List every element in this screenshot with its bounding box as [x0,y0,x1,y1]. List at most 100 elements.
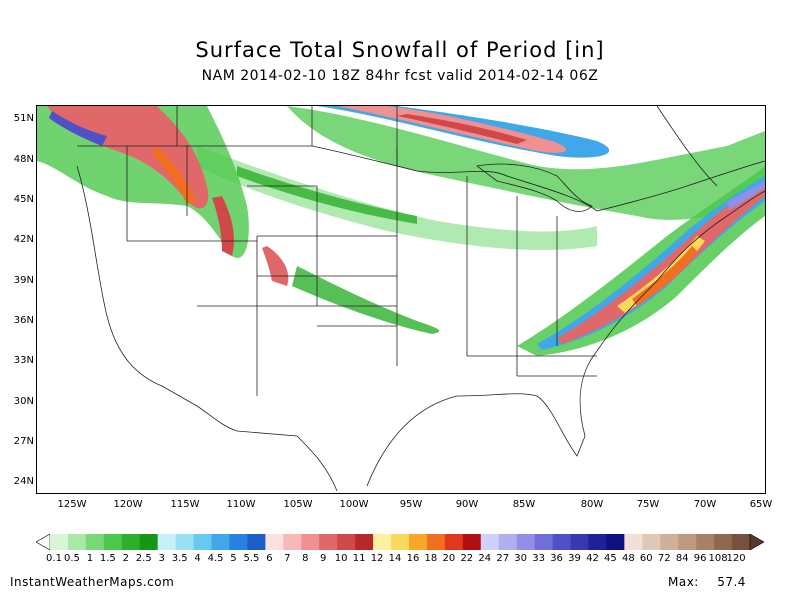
legend-tick-label: 18 [424,553,438,564]
snow-band-north-green [287,106,765,220]
legend-swatch [247,534,266,550]
legend-tick-label: 1.5 [99,553,116,564]
legend-tick-label: 9 [320,553,327,564]
legend-swatch [139,534,158,550]
legend-tick-label: 39 [568,553,581,564]
legend-tick-label: 72 [657,553,671,564]
legend-swatch [103,534,123,550]
snow-east-pink [557,181,765,344]
legend-tick-label: 84 [675,553,689,564]
legend-tick-label: 2 [122,553,129,564]
state-lines [126,146,597,396]
legend-tick-label: 1 [86,553,94,564]
legend-tick-label: 20 [442,553,456,564]
legend-tick-label: 0.1 [46,553,62,564]
legend-swatch [732,534,751,550]
legend-swatch [337,534,356,550]
legend-swatch [408,534,428,550]
lat-label-30n: 30N [13,396,34,407]
snow-east-core [727,181,765,210]
legend-swatch [319,534,338,550]
legend-tick-label: 5.5 [243,553,260,564]
legend-swatch [480,534,500,550]
snowfall-map [36,105,766,494]
lon-label-125w: 125W [57,499,87,510]
lat-label-36n: 36N [13,315,34,326]
legend-tick-label: 4.5 [207,553,224,564]
snow-band-southern-plains [292,266,440,334]
legend-colorbar [36,534,764,550]
legend-swatch [355,534,374,550]
legend-swatch [516,534,535,550]
legend-swatch [283,534,302,550]
legend-tick-label: 0.5 [63,553,80,564]
legend-tick-label: 14 [388,553,402,564]
snow-band-north-red [397,114,527,144]
canada-provinces [176,106,718,187]
lat-label-33n: 33N [13,355,34,366]
lon-label-95w: 95W [399,499,423,510]
legend-tick-label: 33 [532,553,545,564]
lat-label-51n: 51N [13,113,34,124]
lat-label-24n: 24N [13,476,34,487]
legend-swatch [157,534,176,550]
lon-label-80w: 80W [580,499,604,510]
legend-tick-label: 45 [604,553,617,564]
legend-swatch [570,534,589,550]
snow-pnw-blue [49,111,107,146]
legend-swatch [391,534,410,550]
lon-label-115w: 115W [170,499,200,510]
legend-swatch [175,534,194,550]
lon-label-65w: 65W [749,499,773,510]
snow-colorado [262,246,289,286]
legend-tick-label: 2.5 [135,553,152,564]
legend-tick-label: 42 [586,553,599,564]
snow-east-green [517,166,765,356]
legend-tick-label: 12 [370,553,384,564]
legend-swatch [498,534,517,550]
legend-swatch [265,534,284,550]
lon-label-110w: 110W [226,499,256,510]
legend-swatch [714,534,733,550]
us-coastline [76,165,765,492]
legend-swatch [301,534,320,550]
legend-tick-label: 108 [708,553,728,564]
legend-swatch [588,534,607,550]
legend-swatch [642,534,661,550]
lon-label-100w: 100W [339,499,369,510]
legend-swatch [50,534,69,550]
great-lakes [476,163,593,212]
snow-pnw-green [37,106,249,258]
legend-swatch [444,534,464,550]
lon-label-90w: 90W [455,499,479,510]
lat-label-27n: 27N [13,436,34,447]
map-outlines [76,106,765,492]
map-subtitle: NAM 2014-02-10 18Z 84hr fcst valid 2014-… [201,68,599,84]
legend-swatch [211,534,230,550]
legend-swatch [678,534,697,550]
legend-arrow-high [749,534,764,550]
canada-border [77,145,765,212]
legend-tick-label: 60 [639,553,653,564]
map-title: Surface Total Snowfall of Period [in] [195,38,605,62]
snow-pnw-orange [152,146,197,204]
lon-label-70w: 70W [693,499,717,510]
legend-swatch [193,534,212,550]
lon-label-120w: 120W [113,499,143,510]
legend-swatch [534,534,553,550]
max-value: 57.4 [717,575,746,589]
lon-label-75w: 75W [636,499,660,510]
snowfall-map-canvas [37,106,765,492]
legend-swatch [660,534,679,550]
lat-label-39n: 39N [13,275,34,286]
legend-tick-label: 5 [230,553,237,564]
legend-swatch [462,534,482,550]
snowfall-shading [37,106,765,356]
legend-tick-label: 30 [514,553,528,564]
legend-tick-label: 3.5 [171,553,188,564]
legend-swatch [85,534,105,550]
legend-swatch [606,534,625,550]
legend-tick-label: 10 [334,553,348,564]
legend-swatch [696,534,715,550]
snow-east-yellow [617,236,705,313]
